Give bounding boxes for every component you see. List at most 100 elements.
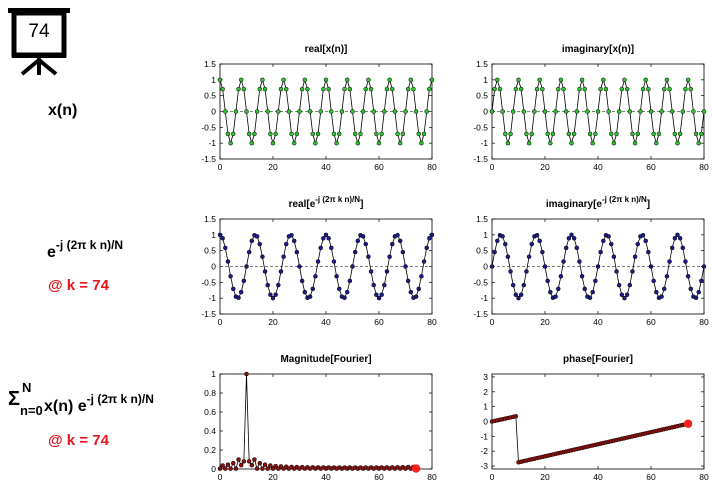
data-point (561, 86, 566, 92)
data-point (347, 278, 353, 284)
kernel-label: e-j (2π k n)/N (47, 238, 123, 262)
data-point (662, 86, 667, 92)
y-tick-label: 0 (211, 262, 216, 272)
sum-symbol: Σ (8, 388, 21, 410)
data-point (249, 140, 255, 146)
data-point (540, 86, 545, 92)
data-point (360, 234, 366, 239)
x-tick-label: 0 (218, 162, 223, 172)
data-point (289, 131, 294, 137)
data-point (260, 77, 265, 83)
y-tick-label: -3 (480, 461, 488, 471)
data-point (669, 109, 675, 114)
data-point (640, 232, 646, 238)
data-point (278, 86, 284, 92)
data-point (337, 286, 342, 292)
data-point (556, 86, 561, 92)
chart-real-k: real[e-j (2π k n)/N] 0 20 40 60 80 -1.5 -1 -0.5 0… (201, 195, 437, 327)
y-tick-label: -1.5 (201, 309, 216, 319)
x-tick-label: 80 (427, 162, 437, 172)
data-point (265, 109, 270, 114)
data-point (352, 249, 358, 255)
data-point (624, 86, 630, 92)
data-point (521, 109, 527, 114)
x-tick-label: 0 (490, 472, 495, 482)
chart-imag-x: imaginary[x(n)] 0 20 40 60 80 -1.5 -1 -0.5 0 0.5 1 1… (473, 44, 709, 172)
data-point (577, 259, 582, 264)
y-tick-label: 1.5 (204, 214, 216, 224)
y-tick-label: 0.5 (476, 91, 488, 101)
data-point (246, 131, 252, 137)
data-point (513, 86, 519, 92)
data-point (344, 77, 350, 83)
x-tick-label: 20 (268, 472, 278, 482)
data-point (683, 259, 688, 264)
data-point (699, 131, 704, 137)
data-point (601, 238, 606, 244)
data-point (310, 286, 315, 292)
data-point (387, 254, 392, 259)
data-point (616, 282, 622, 288)
data-point (254, 234, 260, 239)
data-point (503, 241, 508, 247)
data-point (561, 259, 566, 264)
data-point (416, 286, 421, 292)
data-point (244, 371, 249, 377)
data-point (513, 292, 519, 297)
data-point (241, 86, 247, 92)
data-point (497, 86, 503, 92)
data-point (548, 289, 553, 295)
data-point (376, 295, 382, 301)
data-point (656, 131, 662, 137)
data-point (416, 131, 421, 137)
data-point (558, 77, 564, 83)
data-point (254, 466, 260, 471)
data-point (220, 463, 225, 468)
data-point (363, 86, 368, 92)
data-point (318, 245, 323, 251)
data-point (606, 109, 611, 114)
data-point (534, 86, 540, 92)
data-point (350, 109, 355, 114)
y-tick-label: 1 (483, 75, 488, 85)
data-point (582, 86, 587, 92)
chart-title: real[e-j (2π k n)/N] (289, 195, 364, 210)
data-point (408, 289, 414, 295)
data-point (550, 131, 556, 137)
data-point (500, 234, 505, 239)
y-tick-label: -1 (208, 138, 216, 148)
data-point (571, 131, 577, 137)
x-tick-label: 40 (593, 162, 603, 172)
y-tick-label: 3 (483, 372, 488, 382)
data-point (284, 86, 289, 92)
data-point (516, 77, 521, 83)
data-point (384, 269, 390, 274)
data-point (558, 274, 564, 279)
data-point (701, 109, 707, 114)
data-point (537, 77, 542, 83)
data-point (297, 264, 302, 269)
data-point (556, 286, 561, 292)
data-point (217, 232, 223, 238)
data-point (305, 86, 310, 92)
data-point (244, 109, 249, 114)
data-point (513, 414, 519, 419)
data-point (646, 249, 651, 255)
data-point (685, 77, 691, 83)
data-point (302, 77, 308, 83)
data-point (352, 131, 358, 137)
data-point (688, 86, 693, 92)
data-point (664, 274, 670, 279)
y-tick-label: 1 (211, 75, 216, 85)
data-point (540, 249, 545, 255)
data-point (632, 140, 638, 146)
data-point (518, 292, 524, 297)
data-point (318, 109, 323, 114)
data-point (659, 294, 664, 299)
data-point (350, 264, 355, 269)
data-point (289, 232, 294, 238)
data-point (518, 86, 524, 92)
y-tick-label: 1 (211, 369, 216, 379)
data-point (273, 292, 278, 297)
data-point (339, 109, 345, 114)
